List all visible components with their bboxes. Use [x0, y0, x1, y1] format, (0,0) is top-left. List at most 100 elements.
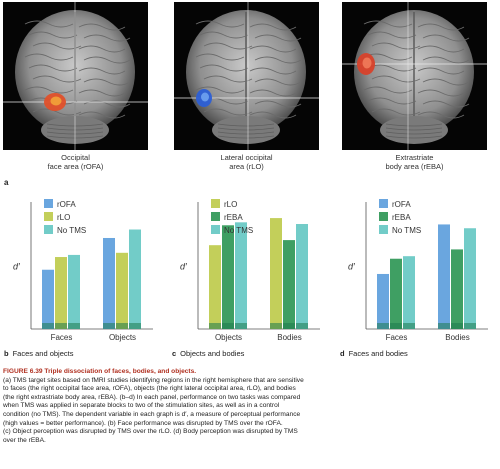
bar [283, 240, 295, 329]
x-tick-label: Objects [109, 333, 136, 342]
bar [403, 256, 415, 329]
panel-title-d: Faces and bodies [349, 349, 408, 358]
legend-label: rLO [57, 213, 70, 222]
legend-swatch [44, 199, 53, 208]
caption-line: (the right extrastriate body area, rEBA)… [3, 394, 371, 403]
caption-line: (a) TMS target sites based on fMRI studi… [3, 377, 371, 386]
bar-base-shade [222, 323, 234, 329]
legend-label: No TMS [57, 226, 86, 235]
panel-letter-a: a [4, 178, 8, 187]
bar [42, 270, 54, 329]
caption-line: area (rLO) [174, 162, 319, 171]
bar-base-shade [270, 323, 282, 329]
caption-line: to faces (the right occipital face area,… [3, 385, 371, 394]
bar [377, 274, 389, 329]
y-axis-label: d′ [180, 262, 187, 272]
legend-swatch [211, 225, 220, 234]
legend-label: rLO [224, 200, 237, 209]
bar [222, 225, 234, 329]
chart-d: d′ Faces Bodies rOFA rEBA No TMS [338, 192, 498, 344]
bar [438, 224, 450, 329]
panel-letter-d: d [340, 349, 345, 358]
bar [68, 255, 80, 329]
legend-label: No TMS [224, 226, 253, 235]
legend-swatch [211, 212, 220, 221]
legend-swatch [44, 225, 53, 234]
brain-scan-svg [3, 2, 148, 150]
panel-title-c: Objects and bodies [180, 349, 244, 358]
brain-scan-svg [342, 2, 487, 150]
figure-title: FIGURE 6.39 Triple dissociation of faces… [3, 368, 371, 377]
bar [103, 238, 115, 329]
activation-core [51, 97, 62, 106]
brain-scan-svg [174, 2, 319, 150]
brain-image-rlo [174, 2, 319, 150]
bar-base-shade [464, 323, 476, 329]
bar-base-shade [283, 323, 295, 329]
x-tick-label: Bodies [277, 333, 301, 342]
brain-caption-reba: Extrastriate body area (rEBA) [342, 153, 487, 171]
bar-base-shade [129, 323, 141, 329]
caption-line: when TMS was applied in separate blocks … [3, 402, 371, 411]
panel-label-c: c Objects and bodies [172, 349, 244, 358]
legend-label: No TMS [392, 226, 421, 235]
legend-swatch [211, 199, 220, 208]
panel-letter-c: c [172, 349, 176, 358]
bar-base-shade [390, 323, 402, 329]
bar-base-shade [116, 323, 128, 329]
bar [55, 257, 67, 329]
x-tick-label: Faces [51, 333, 73, 342]
bar [209, 245, 221, 329]
bar [296, 224, 308, 329]
chart-c: d′ Objects Bodies rLO rEBA No TMS [170, 192, 330, 344]
caption-line: Extrastriate [342, 153, 487, 162]
legend-swatch [379, 212, 388, 221]
legend-label: rEBA [392, 213, 411, 222]
panel-label-b: b Faces and objects [4, 349, 73, 358]
brain-image-reba [342, 2, 487, 150]
brain-caption-rlo: Lateral occipital area (rLO) [174, 153, 319, 171]
bar [451, 249, 463, 329]
caption-line: (c) Object perception was disrupted by T… [3, 428, 371, 437]
legend-label: rOFA [57, 200, 76, 209]
activation-core [201, 93, 209, 102]
bar [235, 222, 247, 329]
bar [270, 218, 282, 329]
brain-image-rofa [3, 2, 148, 150]
bar-base-shade [438, 323, 450, 329]
legend-swatch [379, 199, 388, 208]
bar-base-shade [403, 323, 415, 329]
legend-label: rOFA [392, 200, 411, 209]
chart-b: d′ Faces Objects rOFA rLO No TMS [3, 192, 163, 344]
bar-base-shade [103, 323, 115, 329]
caption-line: Lateral occipital [174, 153, 319, 162]
bar-base-shade [451, 323, 463, 329]
bar [129, 230, 141, 329]
caption-line: over the rEBA. [3, 437, 371, 446]
y-axis-label: d′ [348, 262, 355, 272]
legend-swatch [379, 225, 388, 234]
caption-line: body area (rEBA) [342, 162, 487, 171]
bar-base-shade [209, 323, 221, 329]
bar-base-shade [42, 323, 54, 329]
caption-line: (high values = better performance). (b) … [3, 420, 371, 429]
panel-letter-b: b [4, 349, 9, 358]
legend-label: rEBA [224, 213, 243, 222]
x-tick-label: Objects [215, 333, 242, 342]
bar [116, 253, 128, 329]
bar [390, 259, 402, 329]
bar-base-shade [68, 323, 80, 329]
activation-core [363, 58, 372, 69]
panel-title-b: Faces and objects [13, 349, 74, 358]
bar-base-shade [296, 323, 308, 329]
x-tick-label: Bodies [445, 333, 469, 342]
legend-swatch [44, 212, 53, 221]
bar-base-shade [235, 323, 247, 329]
brain-caption-rofa: Occipital face area (rOFA) [3, 153, 148, 171]
figure-caption: FIGURE 6.39 Triple dissociation of faces… [3, 368, 371, 445]
x-tick-label: Faces [386, 333, 408, 342]
bar-base-shade [55, 323, 67, 329]
y-axis-label: d′ [13, 262, 20, 272]
caption-line: Occipital [3, 153, 148, 162]
caption-line: condition (no TMS). The dependent variab… [3, 411, 371, 420]
